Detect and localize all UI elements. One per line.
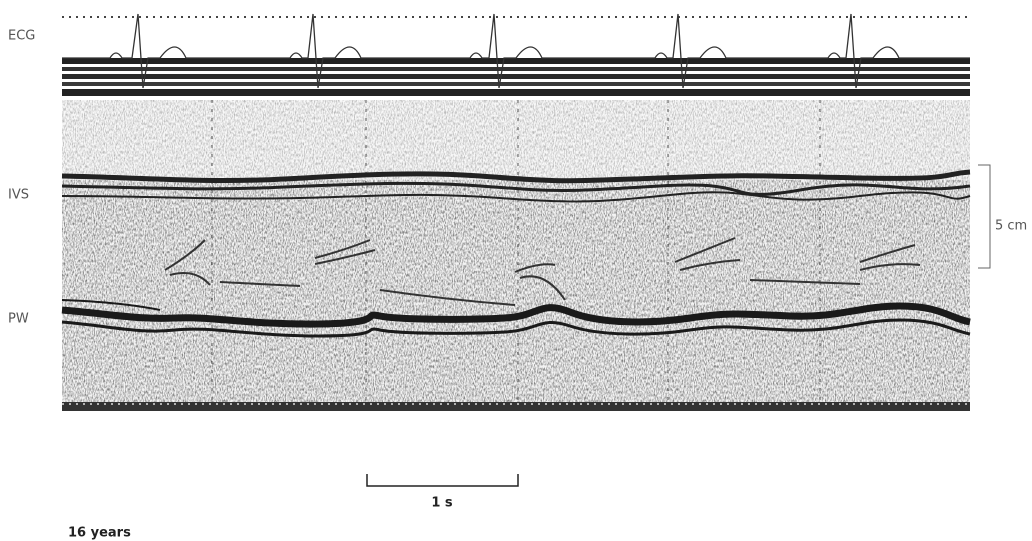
ivs-label: IVS — [8, 188, 29, 203]
time-scale-bracket — [367, 474, 518, 486]
ecg-label: ECG — [8, 29, 35, 44]
caption: 16 years — [68, 526, 131, 541]
echo-upper-fade — [62, 100, 970, 180]
depth-scale-bracket — [978, 165, 990, 268]
time-scale-label: 1 s — [431, 496, 453, 511]
ecg-bands — [62, 58, 970, 96]
pw-label: PW — [8, 312, 29, 327]
depth-scale-label: 5 cm — [995, 219, 1027, 234]
echo-figure: ECG IVS PW 5 cm 1 s 16 years — [0, 0, 1032, 541]
